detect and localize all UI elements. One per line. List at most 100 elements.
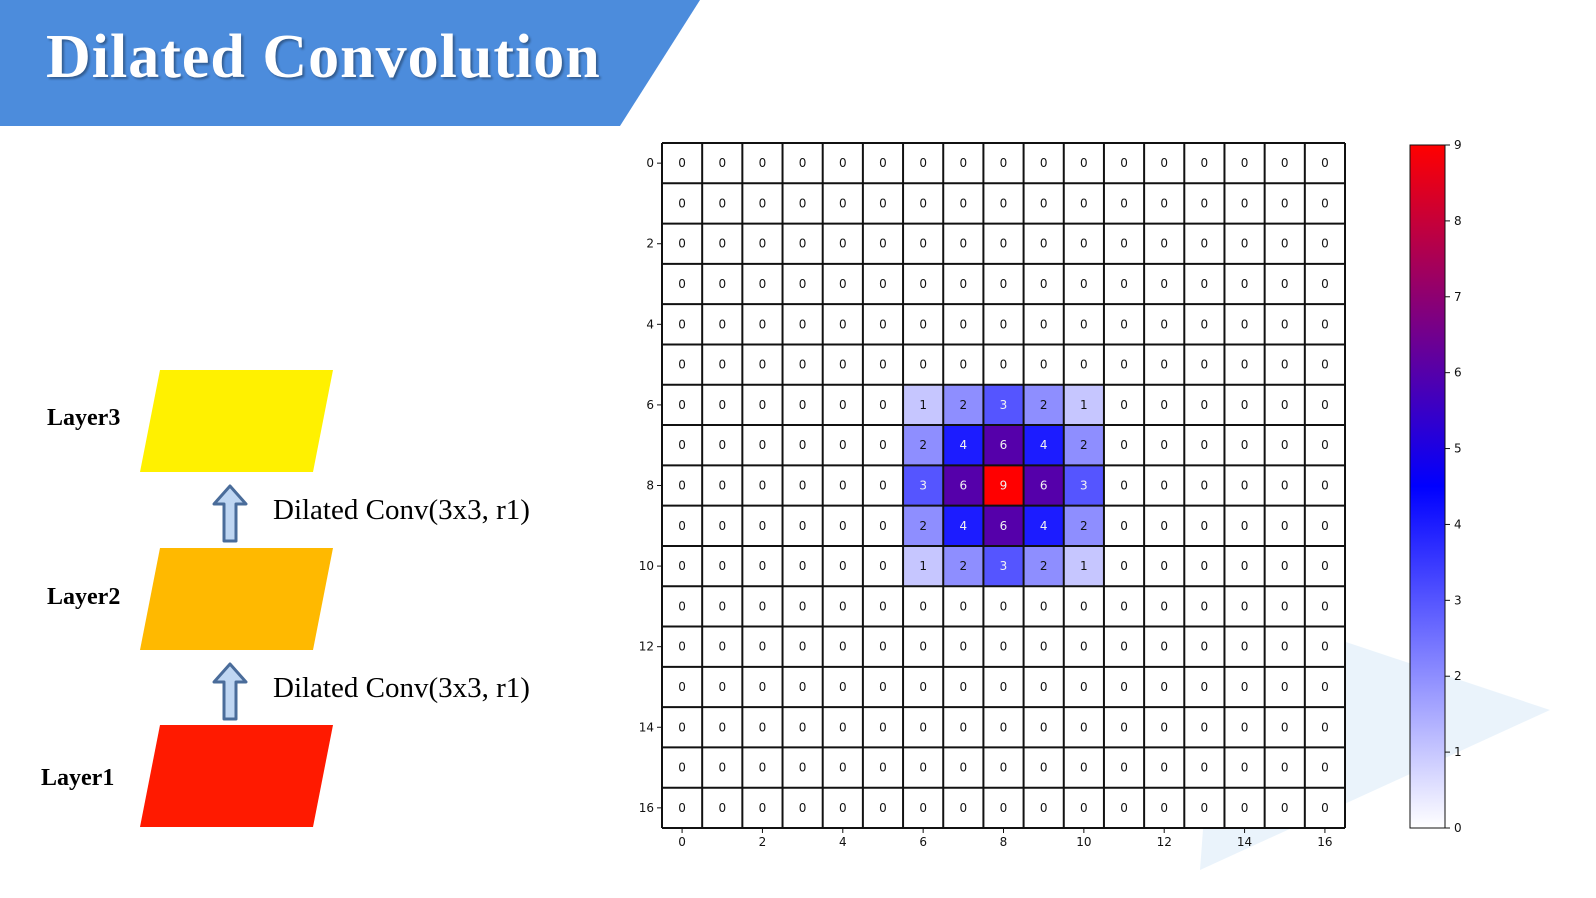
y-axis-tick-label: 6: [646, 398, 654, 412]
cell-value-label: 0: [1120, 438, 1128, 452]
heatmap-cell: [782, 425, 823, 466]
cell-value-label: 0: [1000, 640, 1008, 654]
cell-value-label: 0: [839, 277, 847, 291]
heatmap-cell: [1144, 183, 1185, 224]
cell-value-label: 0: [1321, 559, 1329, 573]
heatmap-cell: [1144, 344, 1185, 385]
cell-value-label: 0: [718, 277, 726, 291]
cell-value-label: 0: [919, 599, 927, 613]
x-axis-tick-label: 8: [1000, 835, 1008, 849]
heatmap-cell: [983, 747, 1024, 788]
cell-value-label: 0: [1201, 317, 1209, 331]
heatmap-cell: [862, 344, 904, 385]
heatmap-cell: [1184, 707, 1225, 748]
heatmap-cell: [903, 545, 944, 587]
cell-value-label: 0: [799, 559, 807, 573]
colorbar-tick-label: 2: [1454, 669, 1462, 683]
heatmap-cell: [742, 586, 783, 627]
cell-value-label: 0: [1241, 156, 1249, 170]
up-arrow-icon: [212, 662, 248, 721]
heatmap-cell: [943, 545, 984, 587]
heatmap-cell: [1224, 586, 1265, 627]
cell-value-label: 6: [1000, 438, 1008, 452]
heatmap-cell: [662, 787, 703, 828]
heatmap-cell: [742, 707, 783, 748]
colorbar-tick-label: 8: [1454, 214, 1462, 228]
heatmap-cell: [943, 747, 984, 788]
heatmap-cell: [1063, 304, 1104, 345]
heatmap-cell: [822, 707, 863, 748]
cell-value-label: 0: [799, 196, 807, 210]
cell-value-label: 0: [879, 277, 887, 291]
heatmap-cell: [1144, 545, 1185, 587]
heatmap-cell: [862, 183, 904, 224]
heatmap-cell: [1144, 384, 1185, 426]
heatmap-cell: [782, 223, 823, 264]
heatmap-cell: [822, 747, 863, 788]
cell-value-label: 0: [1080, 801, 1088, 815]
y-axis-tick-label: 10: [639, 559, 654, 573]
heatmap-cell: [662, 143, 703, 184]
cell-value-label: 0: [1160, 801, 1168, 815]
cell-value-label: 0: [960, 277, 968, 291]
cell-value-label: 0: [1321, 237, 1329, 251]
heatmap-cell: [742, 747, 783, 788]
cell-value-label: 0: [1281, 720, 1289, 734]
cell-value-label: 0: [1201, 358, 1209, 372]
cell-value-label: 0: [718, 196, 726, 210]
cell-value-label: 1: [919, 398, 927, 412]
cell-value-label: 0: [1160, 559, 1168, 573]
cell-value-label: 0: [1281, 156, 1289, 170]
cell-value-label: 0: [1201, 156, 1209, 170]
x-axis-tick-label: 4: [839, 835, 847, 849]
heatmap-cell: [1264, 384, 1305, 426]
layer2-label: Layer2: [47, 584, 121, 610]
heatmap-cell: [662, 263, 703, 305]
heatmap-cell: [1063, 666, 1104, 708]
heatmap-cell: [1304, 425, 1345, 466]
cell-value-label: 9: [1000, 479, 1008, 493]
heatmap-cell: [943, 787, 984, 828]
cell-value-label: 0: [1321, 801, 1329, 815]
cell-value-label: 0: [759, 519, 767, 533]
heatmap-cell: [862, 143, 904, 184]
cell-value-label: 3: [1000, 398, 1008, 412]
heatmap-cell: [702, 666, 743, 708]
heatmap-cell: [822, 425, 863, 466]
heatmap-cell: [822, 545, 863, 587]
cell-value-label: 0: [839, 358, 847, 372]
cell-value-label: 0: [1080, 277, 1088, 291]
y-axis-tick-label: 16: [639, 801, 654, 815]
heatmap-cell: [862, 626, 904, 667]
heatmap-cell: [782, 586, 823, 627]
heatmap-cell: [1144, 304, 1185, 345]
cell-value-label: 0: [1120, 761, 1128, 775]
colorbar-tick-label: 9: [1454, 138, 1462, 152]
cell-value-label: 0: [759, 156, 767, 170]
cell-value-label: 0: [1241, 277, 1249, 291]
cell-value-label: 0: [1080, 237, 1088, 251]
heatmap-cell: [782, 626, 823, 667]
heatmap-cell: [903, 263, 944, 305]
heatmap-cell: [1304, 747, 1345, 788]
cell-value-label: 0: [799, 358, 807, 372]
heatmap-cell: [702, 586, 743, 627]
heatmap-cell: [1304, 344, 1345, 385]
heatmap-cell: [1063, 505, 1104, 546]
heatmap-cell: [662, 545, 703, 587]
heatmap-cell: [702, 747, 743, 788]
heatmap-cell: [903, 384, 944, 426]
cell-value-label: 0: [839, 640, 847, 654]
cell-value-label: 0: [919, 801, 927, 815]
cell-value-label: 0: [1281, 801, 1289, 815]
heatmap-cell: [1264, 707, 1305, 748]
cell-value-label: 0: [919, 680, 927, 694]
heatmap-cell: [1144, 666, 1185, 708]
cell-value-label: 0: [678, 358, 686, 372]
heatmap-cell: [862, 707, 904, 748]
cell-value-label: 0: [1201, 680, 1209, 694]
heatmap-cell: [1304, 505, 1345, 546]
cell-value-label: 0: [1120, 680, 1128, 694]
cell-value-label: 0: [759, 479, 767, 493]
heatmap-cell: [1264, 666, 1305, 708]
